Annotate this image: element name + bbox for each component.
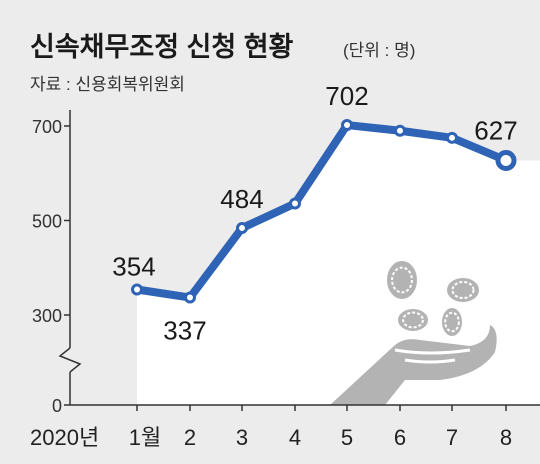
y-tick-labels: 0 300 500 700 bbox=[32, 117, 62, 416]
x-tick-label: 2 bbox=[184, 425, 196, 450]
x-tick-label: 5 bbox=[341, 425, 353, 450]
coins-and-hand-illustration bbox=[330, 259, 497, 405]
data-point bbox=[495, 149, 517, 171]
coin-rim bbox=[444, 311, 460, 333]
data-point bbox=[236, 222, 248, 235]
series-line bbox=[136, 121, 508, 302]
data-point bbox=[394, 124, 406, 137]
coin-rim bbox=[391, 266, 413, 294]
data-point bbox=[446, 131, 458, 144]
hand-line bbox=[404, 358, 456, 364]
unit-label: (단위 : 명) bbox=[343, 41, 415, 60]
data-point bbox=[341, 119, 353, 132]
coin-rim bbox=[402, 311, 424, 329]
x-tick-labels: 1월 2 3 4 5 6 7 8 2020년 bbox=[30, 425, 512, 450]
data-point bbox=[184, 291, 196, 304]
chart-title: 신속채무조정 신청 현황 bbox=[30, 32, 294, 62]
series-points bbox=[131, 119, 517, 304]
x-tick-label: 3 bbox=[236, 425, 248, 450]
data-label: 702 bbox=[325, 81, 368, 111]
y-tick-label: 700 bbox=[32, 117, 62, 137]
coin-shape bbox=[440, 306, 464, 338]
x-tick-label: 6 bbox=[394, 425, 406, 450]
data-label: 337 bbox=[163, 316, 206, 346]
area-above-line bbox=[137, 110, 540, 298]
coin-rim bbox=[451, 280, 475, 300]
axis-break-mark bbox=[58, 347, 82, 373]
x-axis-year-prefix: 2020년 bbox=[30, 425, 99, 450]
coin-shape bbox=[396, 307, 430, 333]
data-label: 354 bbox=[112, 251, 155, 281]
data-label: 484 bbox=[220, 184, 263, 214]
source-label: 자료 : 신용회복위원회 bbox=[30, 75, 185, 94]
x-tick-label: 1월 bbox=[129, 425, 161, 450]
data-point bbox=[131, 283, 143, 296]
x-tick-label: 7 bbox=[446, 425, 458, 450]
y-tick-label: 500 bbox=[32, 212, 62, 232]
coin-shape bbox=[445, 276, 481, 304]
hand-shape bbox=[330, 325, 497, 405]
y-tick-label: 300 bbox=[32, 306, 62, 326]
coin-shape bbox=[385, 259, 419, 301]
x-tick-label: 8 bbox=[500, 425, 512, 450]
data-labels: 354 337 484 702 627 bbox=[112, 81, 517, 345]
data-point bbox=[289, 197, 301, 210]
data-label: 627 bbox=[474, 115, 517, 145]
x-tick-label: 4 bbox=[289, 425, 301, 450]
hand-line bbox=[394, 348, 471, 355]
y-tick-label: 0 bbox=[52, 396, 62, 416]
y-axis bbox=[58, 110, 540, 411]
